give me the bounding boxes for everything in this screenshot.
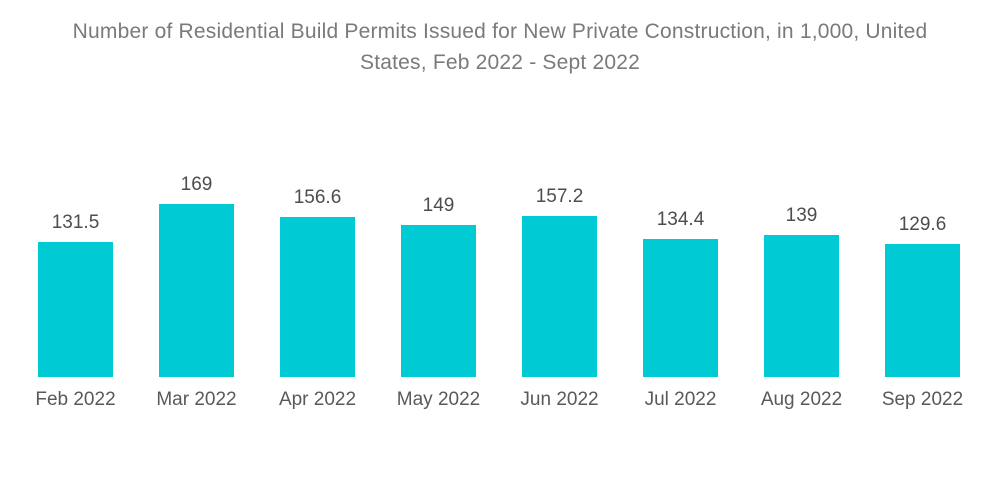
bar-apr-2022 [280, 216, 355, 377]
chart-title: Number of Residential Build Permits Issu… [72, 20, 928, 74]
bar-column-jun-2022: 157.2 Jun 2022 [499, 186, 620, 410]
bar-sep-2022 [885, 244, 960, 377]
bar-column-may-2022: 149 May 2022 [378, 194, 499, 411]
bar-value-label: 139 [785, 204, 818, 226]
x-axis-label: Aug 2022 [760, 389, 843, 410]
bar-value-label: 134.4 [656, 209, 705, 231]
x-axis-label: Apr 2022 [278, 389, 357, 410]
bar-value-label: 169 [180, 174, 213, 195]
bar-column-apr-2022: 156.6 Apr 2022 [257, 186, 378, 410]
bar-feb-2022 [38, 242, 113, 377]
bar-value-label: 149 [422, 194, 455, 216]
x-axis-label: May 2022 [396, 389, 481, 410]
bar-chart: 131.5 Feb 2022 169 Mar 2022 156.6 Apr 2022 149… [15, 140, 983, 411]
bar-jun-2022 [522, 216, 597, 377]
bar-column-aug-2022: 139 Aug 2022 [741, 204, 862, 410]
bar-column-feb-2022: 131.5 Feb 2022 [15, 212, 136, 410]
bar-column-sep-2022: 129.6 Sep 2022 [862, 214, 983, 410]
bar-value-label: 157.2 [535, 186, 584, 208]
x-axis-label: Jun 2022 [520, 389, 599, 410]
x-axis-label: Feb 2022 [35, 389, 116, 410]
bar-mar-2022 [159, 204, 234, 377]
bar-value-label: 131.5 [51, 212, 100, 234]
bar-column-jul-2022: 134.4 Jul 2022 [620, 209, 741, 410]
x-axis-label: Jul 2022 [644, 389, 717, 410]
bar-jul-2022 [643, 239, 718, 377]
bar-column-mar-2022: 169 Mar 2022 [136, 174, 257, 410]
bar-value-label: 156.6 [293, 186, 342, 208]
x-axis-label: Sep 2022 [881, 389, 964, 410]
bar-may-2022 [401, 224, 476, 377]
bar-value-label: 129.6 [898, 214, 947, 236]
bar-aug-2022 [764, 234, 839, 377]
x-axis-label: Mar 2022 [156, 389, 237, 410]
